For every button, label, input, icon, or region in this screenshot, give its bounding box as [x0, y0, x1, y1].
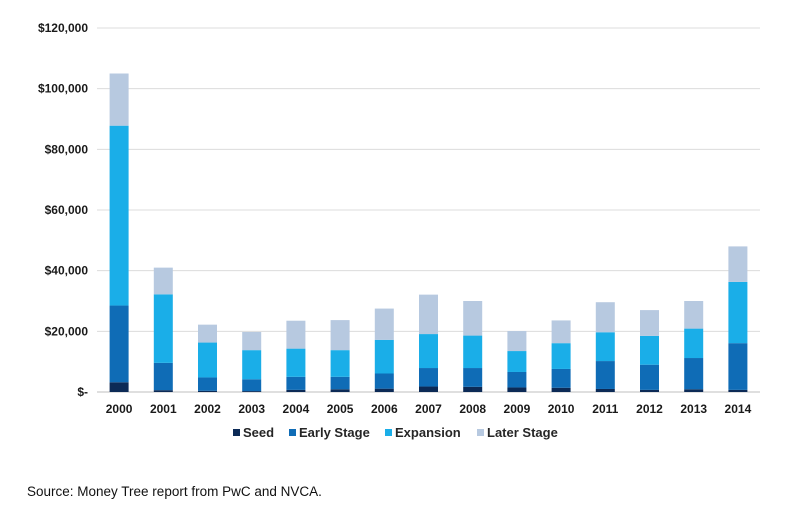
legend: Seed Early Stage Expansion Later Stage	[233, 425, 558, 440]
bar-segment	[330, 376, 350, 390]
bar-segment	[595, 361, 615, 389]
bar-segment	[595, 388, 615, 392]
legend-label: Later Stage	[487, 425, 558, 440]
stacked-bar-chart: $- $20,000 $40,000 $60,000 $80,000 $100,000 $1…	[38, 21, 760, 440]
bar-segment	[728, 246, 748, 282]
x-tick-label: 2014	[725, 402, 752, 416]
y-tick-label: $100,000	[38, 82, 88, 96]
bar-segment	[684, 358, 704, 390]
bar-segment	[286, 376, 306, 390]
bar-segment	[463, 386, 483, 392]
x-tick-label: 2002	[194, 402, 221, 416]
x-tick-label: 2005	[327, 402, 354, 416]
bars	[109, 73, 748, 392]
x-tick-label: 2004	[283, 402, 310, 416]
bar-segment	[109, 73, 129, 126]
bar-segment	[330, 320, 350, 351]
bar-segment	[153, 362, 173, 391]
bar-segment	[109, 382, 129, 392]
bar-segment	[198, 342, 217, 378]
bar-segment	[242, 379, 262, 392]
x-tick-label: 2000	[106, 402, 133, 416]
bar-segment	[153, 267, 173, 295]
bar-segment	[684, 389, 704, 392]
bar-segment	[374, 388, 394, 392]
bar-segment	[419, 334, 438, 369]
bar-segment	[684, 301, 704, 329]
bar-segment	[419, 368, 438, 387]
source-note: Source: Money Tree report from PwC and N…	[27, 484, 322, 499]
legend-label: Early Stage	[299, 425, 370, 440]
bar-segment	[109, 125, 129, 306]
bar-segment	[728, 343, 748, 390]
bar-segment	[286, 389, 306, 392]
x-axis-ticks: 2000 2001 2002 2003 2004 2005 2006 2007 2008 2009…	[106, 402, 752, 416]
bar-segment	[286, 320, 306, 349]
bar-segment	[198, 324, 217, 343]
bar-segment	[595, 302, 615, 333]
x-tick-label: 2006	[371, 402, 398, 416]
bar-segment	[551, 320, 571, 344]
x-tick-label: 2007	[415, 402, 442, 416]
bar-segment	[242, 391, 262, 392]
bar-segment	[551, 387, 571, 392]
bar-segment	[640, 389, 659, 392]
bar-segment	[330, 350, 350, 377]
bar-segment	[153, 294, 173, 363]
bar-segment	[507, 351, 527, 372]
bar-segment	[242, 350, 262, 380]
bar-segment	[419, 386, 438, 392]
x-tick-label: 2013	[680, 402, 707, 416]
y-tick-label: $80,000	[45, 142, 89, 156]
bar-segment	[640, 364, 659, 390]
bar-segment	[551, 368, 571, 388]
bar-segment	[109, 305, 129, 383]
x-tick-label: 2001	[150, 402, 177, 416]
bar-segment	[463, 335, 483, 369]
bar-segment	[728, 389, 748, 392]
bar-segment	[419, 294, 438, 335]
legend-label: Seed	[243, 425, 274, 440]
bar-segment	[374, 339, 394, 374]
y-tick-label: $120,000	[38, 21, 88, 35]
legend-swatch	[233, 429, 240, 436]
x-tick-label: 2009	[504, 402, 531, 416]
legend-label: Expansion	[395, 425, 461, 440]
bar-segment	[374, 308, 394, 340]
y-tick-label: $40,000	[45, 264, 89, 278]
bar-segment	[640, 335, 659, 365]
bar-segment	[198, 377, 217, 391]
bar-segment	[242, 331, 262, 351]
bar-segment	[463, 301, 483, 336]
bar-segment	[330, 389, 350, 392]
x-tick-label: 2010	[548, 402, 575, 416]
bar-segment	[507, 387, 527, 392]
bar-segment	[507, 371, 527, 388]
x-tick-label: 2003	[238, 402, 265, 416]
x-tick-label: 2011	[592, 402, 618, 416]
bar-segment	[374, 373, 394, 389]
x-tick-label: 2012	[636, 402, 663, 416]
y-tick-label: $60,000	[45, 203, 89, 217]
bar-segment	[728, 281, 748, 344]
legend-swatch	[289, 429, 296, 436]
bar-segment	[507, 331, 527, 352]
bar-segment	[551, 343, 571, 369]
y-axis-ticks: $- $20,000 $40,000 $60,000 $80,000 $100,000 $1…	[38, 21, 88, 399]
bar-segment	[463, 368, 483, 387]
bar-segment	[198, 390, 217, 392]
bar-segment	[286, 348, 306, 377]
legend-swatch	[477, 429, 484, 436]
x-tick-label: 2008	[459, 402, 486, 416]
y-tick-label: $20,000	[45, 324, 89, 338]
legend-swatch	[385, 429, 392, 436]
chart-area: $- $20,000 $40,000 $60,000 $80,000 $100,000 $1…	[38, 21, 760, 440]
bar-segment	[684, 328, 704, 359]
bar-segment	[640, 310, 659, 336]
bar-segment	[595, 332, 615, 362]
y-tick-label: $-	[77, 385, 88, 399]
bar-segment	[153, 390, 173, 392]
